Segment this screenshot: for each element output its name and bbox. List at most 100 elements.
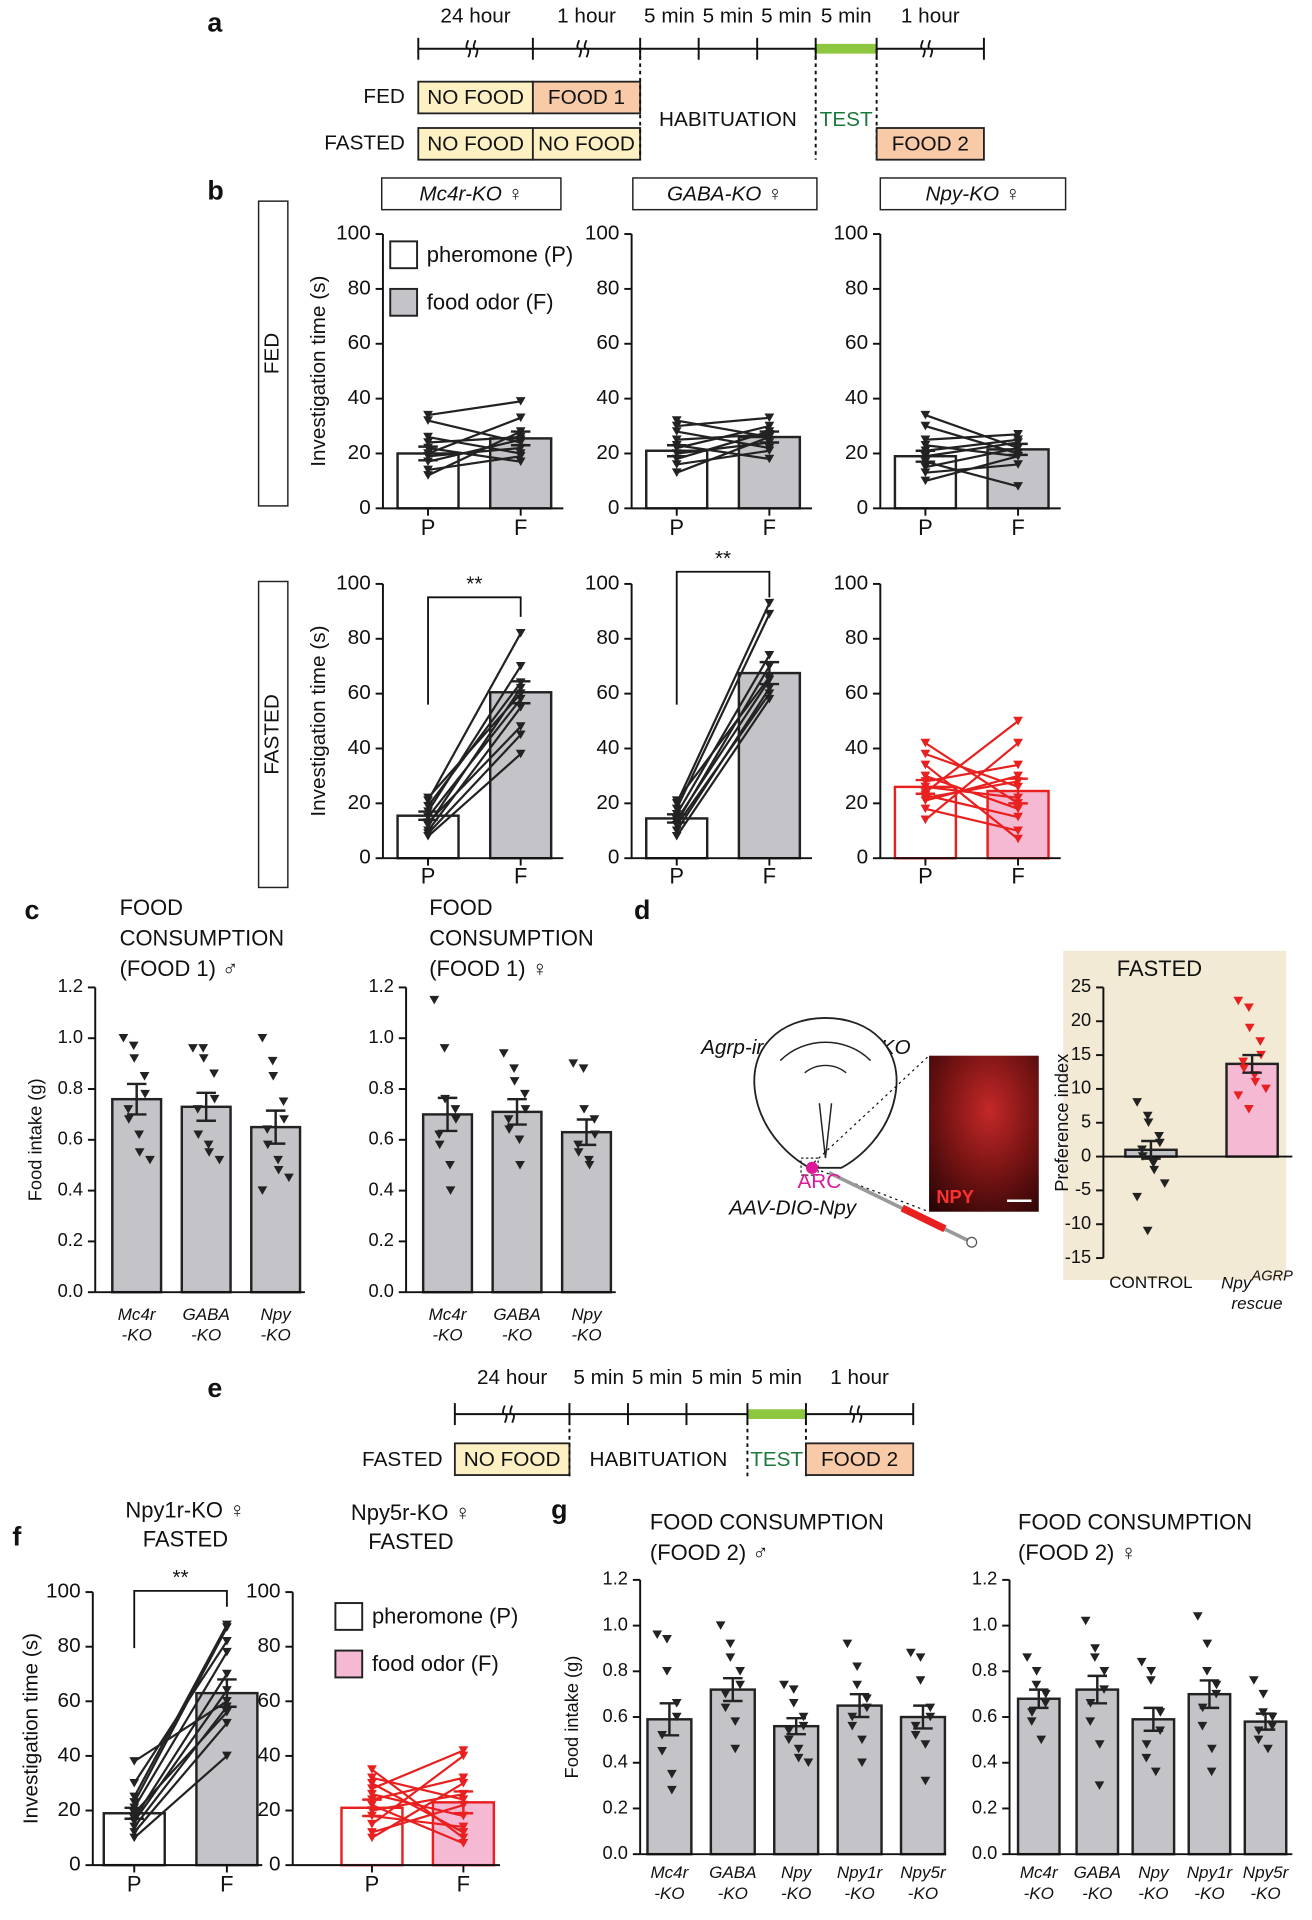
y-axis-label: Investigation time (s): [307, 276, 330, 467]
pair-point: [1013, 738, 1023, 748]
bar: [1225, 1062, 1279, 1158]
data-point: [573, 1148, 584, 1157]
data-point: [498, 1049, 509, 1058]
data-point: [1143, 1118, 1154, 1128]
row-label: FED: [261, 333, 284, 374]
bar: [180, 1105, 232, 1294]
pair-point: [129, 1757, 140, 1766]
pair-line: [925, 752, 1019, 788]
data-point: [514, 1135, 525, 1145]
y-tick-label: 0: [359, 496, 371, 519]
error-bar: [418, 810, 438, 822]
y-tick-label: 0.0: [368, 1280, 393, 1301]
pair-line: [925, 446, 1019, 469]
pair-point: [367, 1765, 377, 1774]
error-bar: [1029, 1688, 1049, 1710]
x-tick-label: -KO: [908, 1884, 938, 1903]
x-tick-label: -KO: [844, 1884, 874, 1903]
data-point: [579, 1105, 589, 1114]
data-point: [503, 1115, 514, 1124]
pair-line: [925, 780, 1019, 799]
x-tick-label: Npy5r: [1243, 1863, 1290, 1882]
data-point: [429, 995, 440, 1005]
legend-label: food odor (F): [427, 289, 554, 314]
data-point: [720, 1689, 731, 1699]
pair-point: [920, 476, 931, 486]
y-tick-label: 100: [246, 1580, 281, 1603]
row-label: FASTED: [362, 1448, 443, 1471]
pair-point: [515, 457, 526, 466]
pair-line: [925, 463, 1019, 474]
chart-title: FOOD: [429, 895, 492, 920]
pair-line: [675, 602, 771, 804]
pair-line: [675, 698, 771, 837]
data-point: [568, 1059, 579, 1068]
bar: [1075, 1688, 1120, 1856]
pair-point: [515, 730, 526, 740]
data-point: [1250, 1077, 1261, 1087]
pair-line: [924, 742, 1019, 805]
chart-title: FASTED: [1117, 956, 1202, 981]
data-point: [520, 1105, 531, 1114]
significance-bracket: [427, 596, 522, 705]
data-point: [129, 1054, 140, 1063]
x-tick-label: F: [457, 1872, 470, 1897]
pair-point: [920, 435, 931, 445]
pair-point: [764, 454, 775, 464]
y-axis-label: Investigation time (s): [19, 1633, 42, 1824]
row-label: FED: [363, 85, 404, 108]
row-label: FASTED: [261, 694, 284, 775]
bar: [899, 1715, 947, 1856]
error-bar: [1008, 777, 1028, 805]
data-point: [1089, 1653, 1100, 1662]
data-point: [725, 1639, 736, 1649]
data-point: [842, 1639, 853, 1649]
y-tick-label: 80: [845, 626, 868, 649]
pair-line: [427, 734, 522, 835]
error-bar: [1087, 1674, 1108, 1705]
data-point: [847, 1721, 858, 1731]
x-tick-label: P: [669, 515, 684, 540]
y-tick-label: 20: [348, 791, 371, 814]
data-point: [1141, 1753, 1152, 1763]
error-bar: [196, 1091, 216, 1122]
pair-point: [129, 1798, 140, 1807]
data-point: [1155, 1708, 1166, 1717]
y-tick-label: 40: [257, 1743, 280, 1766]
pair-point: [367, 1773, 377, 1783]
data-point: [140, 1089, 150, 1099]
x-tick-label: Npy1r: [1187, 1863, 1234, 1882]
data-point: [509, 1077, 520, 1086]
box-label: NO FOOD: [464, 1448, 561, 1471]
duration: 5 min: [632, 1366, 683, 1389]
pair-point: [515, 749, 526, 759]
pair-point: [920, 468, 931, 477]
data-point: [1233, 996, 1244, 1006]
error-bar: [849, 1692, 870, 1719]
y-tick-label: 0: [857, 496, 869, 519]
y-tick-label: -10: [1065, 1212, 1091, 1233]
pair-line: [133, 1700, 228, 1763]
region-label: ARC: [797, 1170, 841, 1193]
pair-line: [427, 706, 522, 832]
pair-point: [920, 440, 931, 450]
pair-line: [925, 774, 1019, 802]
data-point: [1150, 1767, 1161, 1777]
pair-line: [133, 1755, 228, 1839]
pair-line: [371, 1782, 464, 1834]
y-tick-label: 5: [1081, 1111, 1091, 1132]
box-label: NO FOOD: [538, 133, 635, 156]
data-point: [1090, 1644, 1101, 1653]
data-point: [128, 1041, 139, 1051]
error-bar: [759, 430, 780, 444]
data-point: [910, 1731, 921, 1740]
data-point: [779, 1680, 789, 1690]
data-point: [1192, 1612, 1203, 1621]
data-point: [451, 1115, 461, 1124]
y-tick-label: 40: [596, 386, 619, 409]
pair-line: [133, 1673, 228, 1820]
bar: [491, 1110, 543, 1294]
pair-point: [367, 1789, 377, 1799]
box-label: NO FOOD: [427, 86, 524, 109]
x-tick-label: -KO: [1024, 1884, 1054, 1903]
